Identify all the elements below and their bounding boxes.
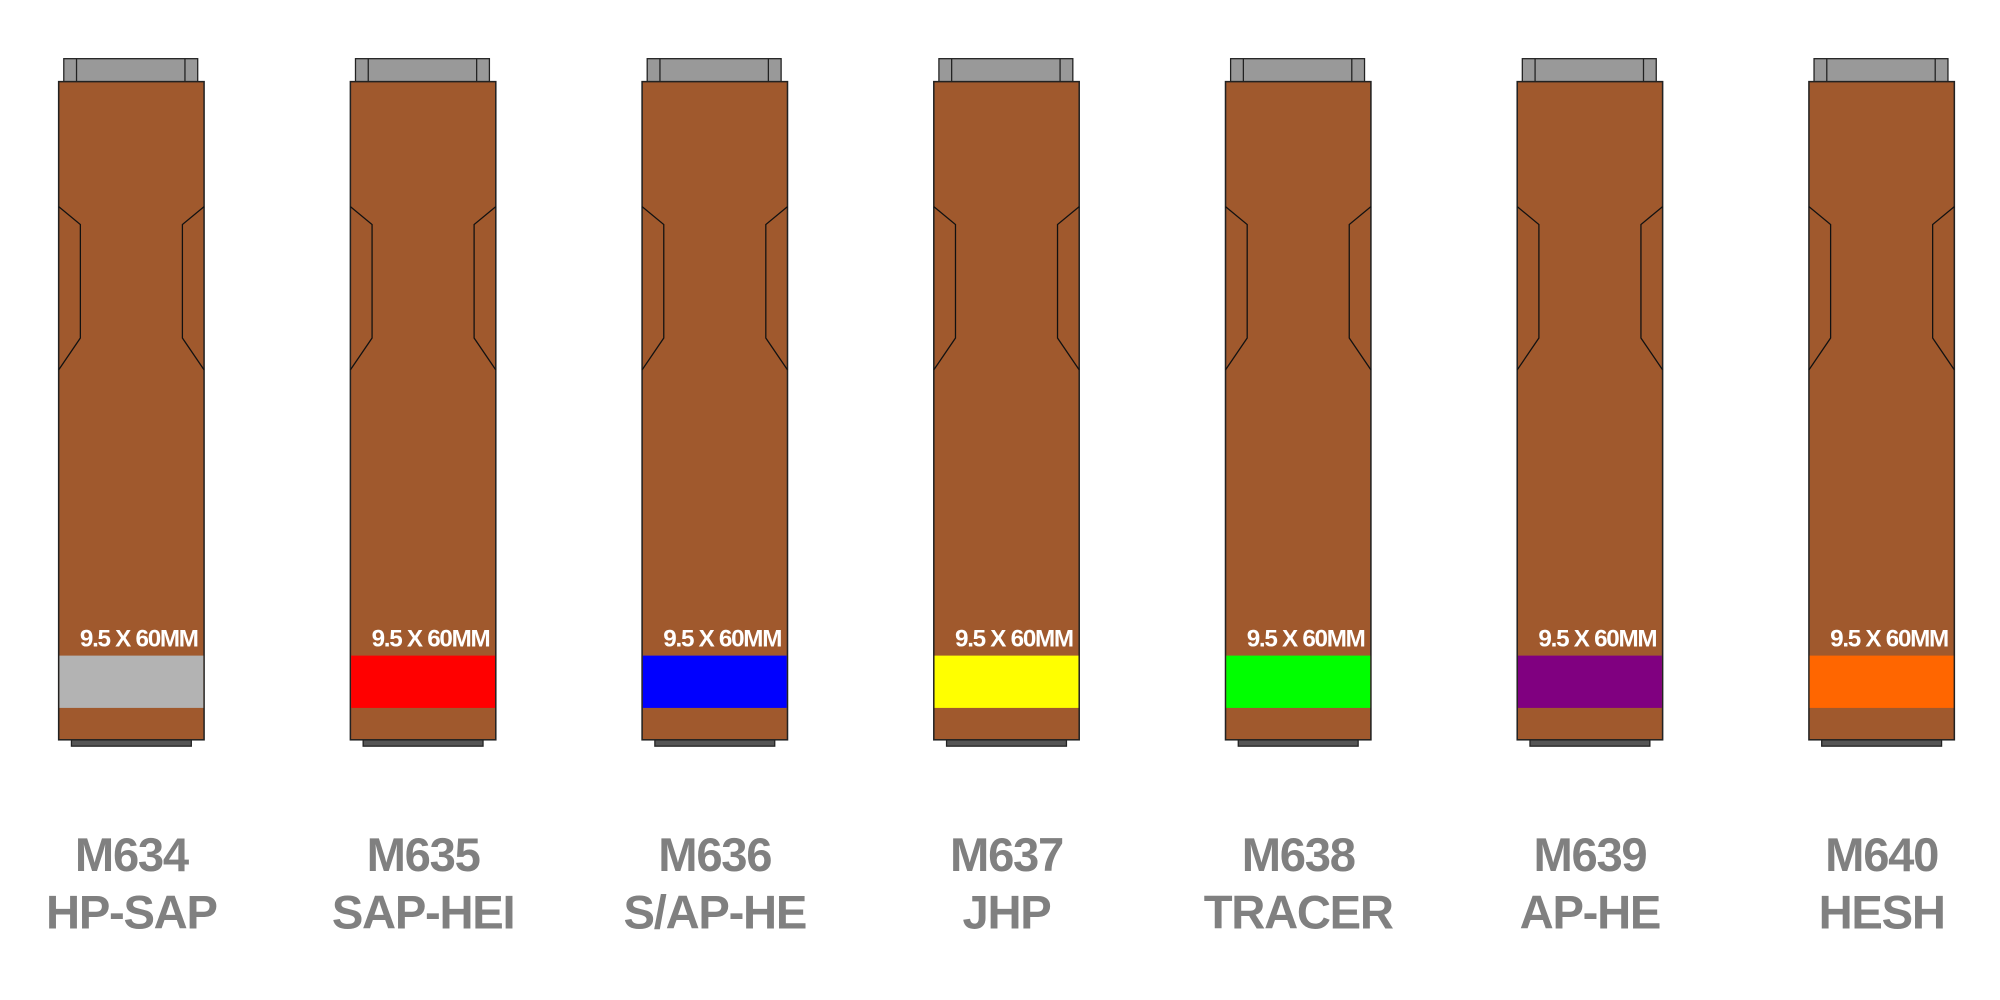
cartridge-body bbox=[1224, 80, 1372, 741]
cartridge-body bbox=[1516, 80, 1664, 741]
color-band bbox=[1226, 655, 1371, 708]
right-groove bbox=[765, 206, 789, 371]
cartridge-type: SAP-HEI bbox=[332, 887, 514, 940]
cartridge-type: JHP bbox=[963, 887, 1051, 940]
color-band bbox=[1809, 655, 1954, 708]
left-groove bbox=[1224, 206, 1248, 371]
caliber-label: 9.5 X 60MM bbox=[1538, 626, 1656, 653]
caliber-label: 9.5 X 60MM bbox=[372, 626, 490, 653]
color-band bbox=[351, 655, 496, 708]
color-band bbox=[1517, 655, 1662, 708]
left-groove bbox=[1808, 206, 1832, 371]
cartridge-cap bbox=[1813, 58, 1949, 83]
cartridge-type: HESH bbox=[1819, 887, 1945, 940]
cartridge-code: M639 bbox=[1533, 829, 1646, 882]
cartridge-body bbox=[57, 80, 205, 741]
left-groove bbox=[58, 206, 81, 371]
left-groove bbox=[933, 206, 957, 371]
caliber-label: 9.5 X 60MM bbox=[663, 626, 781, 653]
left-groove bbox=[349, 206, 373, 371]
right-groove bbox=[181, 206, 205, 371]
caliber-label: 9.5 X 60MM bbox=[1247, 626, 1365, 653]
cartridge-cap bbox=[646, 58, 782, 83]
cartridge-code: M640 bbox=[1825, 829, 1938, 882]
cartridge-code: M635 bbox=[367, 829, 480, 882]
cartridge-cap bbox=[63, 58, 199, 83]
cartridge-cap bbox=[1521, 58, 1657, 83]
cartridge-body bbox=[1808, 80, 1956, 741]
cartridge-code: M637 bbox=[950, 829, 1063, 882]
caliber-label: 9.5 X 60MM bbox=[80, 626, 198, 653]
right-groove bbox=[1056, 206, 1080, 371]
cartridge-type: HP-SAP bbox=[46, 887, 217, 940]
left-groove bbox=[641, 206, 665, 371]
color-band bbox=[642, 655, 787, 708]
caliber-label: 9.5 X 60MM bbox=[1830, 626, 1948, 653]
cartridge-cap bbox=[1229, 58, 1366, 83]
right-groove bbox=[1640, 206, 1664, 371]
cartridge-cap bbox=[354, 58, 491, 83]
cartridge-cap bbox=[938, 58, 1074, 83]
cartridge-body bbox=[641, 80, 789, 741]
cartridge-body bbox=[349, 80, 497, 741]
left-groove bbox=[1516, 206, 1540, 371]
cartridge-body bbox=[933, 80, 1080, 741]
cartridge-code: M638 bbox=[1242, 829, 1355, 882]
cartridge-type: AP-HE bbox=[1520, 887, 1660, 940]
color-band bbox=[59, 655, 204, 708]
cartridge-type: TRACER bbox=[1204, 887, 1394, 940]
color-band bbox=[934, 655, 1079, 708]
cartridge-code: M634 bbox=[75, 829, 189, 882]
cartridge-type: S/AP-HE bbox=[624, 887, 806, 940]
caliber-label: 9.5 X 60MM bbox=[955, 626, 1073, 653]
right-groove bbox=[1348, 206, 1372, 371]
cartridge-code: M636 bbox=[658, 829, 771, 882]
right-groove bbox=[1932, 206, 1955, 371]
right-groove bbox=[473, 206, 497, 371]
